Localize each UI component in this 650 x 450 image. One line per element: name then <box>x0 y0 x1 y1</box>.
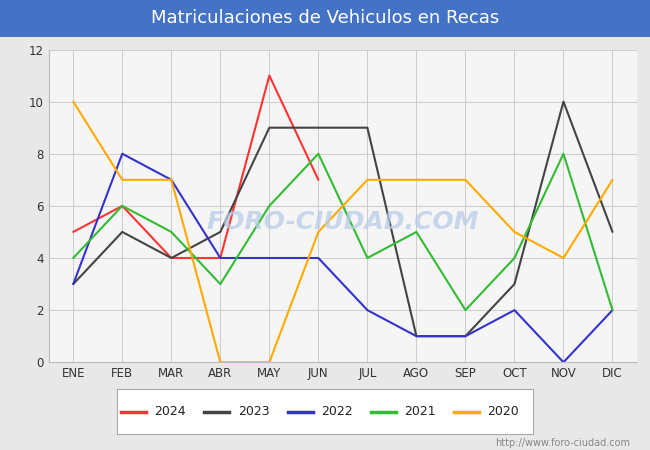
Text: FORO-CIUDAD.COM: FORO-CIUDAD.COM <box>207 210 479 234</box>
Text: 2020: 2020 <box>488 405 519 418</box>
Text: 2021: 2021 <box>404 405 436 418</box>
Text: 2023: 2023 <box>238 405 269 418</box>
Text: 2022: 2022 <box>321 405 352 418</box>
Text: 2024: 2024 <box>155 405 186 418</box>
Text: Matriculaciones de Vehiculos en Recas: Matriculaciones de Vehiculos en Recas <box>151 9 499 27</box>
Text: http://www.foro-ciudad.com: http://www.foro-ciudad.com <box>495 438 630 448</box>
